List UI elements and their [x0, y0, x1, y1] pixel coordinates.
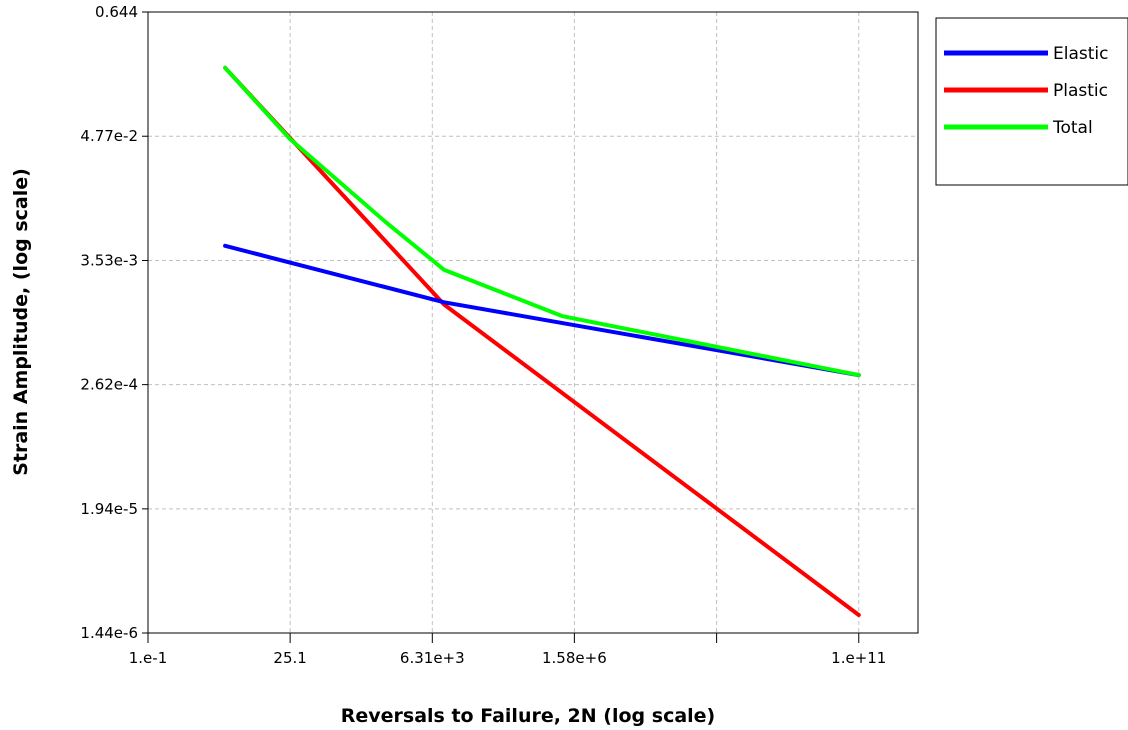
plot-area-frame [147, 11, 919, 634]
x-axis-title: Reversals to Failure, 2N (log scale) [341, 705, 715, 727]
legend-label-total: Total [1052, 118, 1093, 138]
series-line-elastic [223, 243, 861, 378]
y-tick-label: 4.77e-2 [80, 127, 138, 145]
series-lines [223, 65, 861, 617]
y-tick-label: 3.53e-3 [80, 251, 138, 269]
y-tick-label: 2.62e-4 [80, 376, 138, 394]
series-line-plastic [223, 65, 861, 617]
y-axis-title: Strain Amplitude, (log scale) [10, 168, 32, 476]
x-tick-label: 25.1 [273, 649, 306, 667]
x-tick-label: 1.58e+6 [542, 649, 607, 667]
legend: Elastic Plastic Total [935, 17, 1128, 186]
grid [148, 12, 918, 633]
axis-ticks: 1.e-1 25.1 6.31e+3 1.58e+6 1.e+11 1.44e-6 1.94… [80, 3, 886, 667]
y-tick-label: 1.44e-6 [80, 624, 138, 642]
x-tick-label: 6.31e+3 [400, 649, 465, 667]
legend-label-plastic: Plastic [1053, 81, 1108, 101]
y-tick-label: 0.644 [95, 3, 138, 21]
x-tick-label: 1.e+11 [831, 649, 886, 667]
legend-box [935, 17, 1128, 186]
legend-label-elastic: Elastic [1053, 44, 1108, 64]
x-tick-label: 1.e-1 [129, 649, 168, 667]
series-line-total [223, 65, 861, 378]
y-tick-label: 1.94e-5 [80, 500, 138, 518]
